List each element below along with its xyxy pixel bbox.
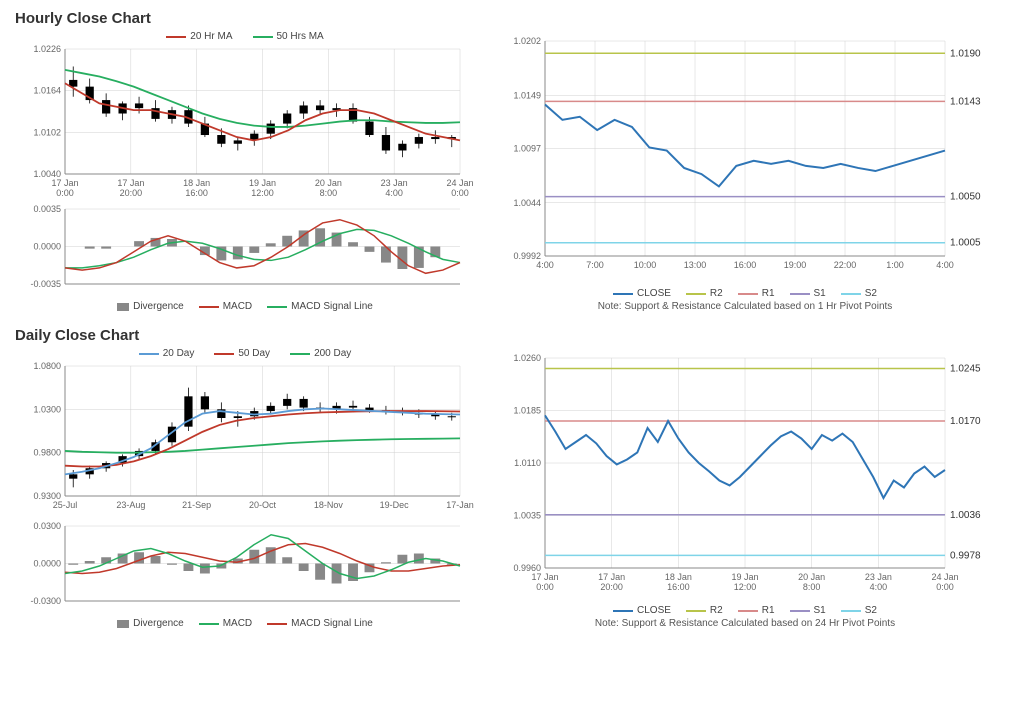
svg-text:1:00: 1:00 (886, 260, 904, 270)
daily-sr-note: Note: Support & Resistance Calculated ba… (495, 618, 995, 629)
svg-text:1.0185: 1.0185 (513, 406, 541, 416)
svg-text:24 Jan: 24 Jan (446, 178, 473, 188)
svg-text:0:00: 0:00 (56, 188, 74, 198)
svg-text:22:00: 22:00 (834, 260, 857, 270)
svg-text:12:00: 12:00 (734, 582, 757, 592)
svg-text:17 Jan: 17 Jan (117, 178, 144, 188)
svg-text:-0.0035: -0.0035 (30, 279, 61, 289)
svg-text:10:00: 10:00 (634, 260, 657, 270)
svg-text:1.0190: 1.0190 (950, 48, 981, 59)
svg-text:1.0044: 1.0044 (513, 198, 541, 208)
svg-text:19-Dec: 19-Dec (380, 500, 410, 510)
svg-text:1.0035: 1.0035 (513, 511, 541, 521)
hourly-macd-chart: -0.0035 0.0000 0.0035 (15, 204, 475, 299)
svg-text:23-Aug: 23-Aug (116, 500, 145, 510)
svg-text:17 Jan: 17 Jan (51, 178, 78, 188)
svg-text:23 Jan: 23 Jan (381, 178, 408, 188)
svg-text:16:00: 16:00 (667, 582, 690, 592)
svg-text:8:00: 8:00 (320, 188, 338, 198)
daily-macd-legend: DivergenceMACDMACD Signal Line (15, 618, 475, 629)
svg-text:1.0005: 1.0005 (950, 238, 981, 249)
svg-text:7:00: 7:00 (586, 260, 604, 270)
svg-text:8:00: 8:00 (803, 582, 821, 592)
svg-text:16:00: 16:00 (734, 260, 757, 270)
svg-text:18-Nov: 18-Nov (314, 500, 344, 510)
daily-main-chart: 0.93000.98001.03001.080025-Jul23-Aug21-S… (15, 361, 475, 521)
svg-text:1.0036: 1.0036 (950, 510, 981, 521)
svg-text:1.0245: 1.0245 (950, 364, 981, 375)
hourly-sr-note: Note: Support & Resistance Calculated ba… (495, 301, 995, 312)
svg-text:1.0143: 1.0143 (950, 96, 981, 107)
hourly-main-legend: 20 Hr MA50 Hrs MA (15, 31, 475, 42)
svg-text:1.0226: 1.0226 (33, 44, 61, 54)
svg-text:18 Jan: 18 Jan (183, 178, 210, 188)
svg-text:4:00: 4:00 (870, 582, 888, 592)
svg-text:1.0110: 1.0110 (514, 458, 541, 468)
svg-text:0.0000: 0.0000 (33, 242, 61, 252)
daily-title: Daily Close Chart (15, 327, 1009, 344)
svg-text:0:00: 0:00 (451, 188, 469, 198)
svg-text:25-Jul: 25-Jul (53, 500, 78, 510)
svg-text:18 Jan: 18 Jan (665, 572, 692, 582)
svg-text:20 Jan: 20 Jan (798, 572, 825, 582)
svg-text:0.0035: 0.0035 (33, 204, 61, 214)
svg-text:0.9978: 0.9978 (950, 550, 981, 561)
svg-text:1.0164: 1.0164 (33, 86, 61, 96)
svg-text:1.0102: 1.0102 (33, 127, 61, 137)
svg-text:0.0300: 0.0300 (33, 521, 61, 531)
svg-text:0.0000: 0.0000 (33, 559, 61, 569)
svg-text:17-Jan: 17-Jan (446, 500, 474, 510)
svg-text:1.0800: 1.0800 (33, 361, 61, 371)
svg-text:12:00: 12:00 (251, 188, 274, 198)
svg-text:17 Jan: 17 Jan (598, 572, 625, 582)
svg-text:0:00: 0:00 (536, 582, 554, 592)
svg-text:4:00: 4:00 (385, 188, 403, 198)
daily-sr-legend: CLOSER2R1S1S2 (495, 605, 995, 616)
svg-text:1.0050: 1.0050 (950, 192, 981, 203)
hourly-sr-chart: 0.99921.00441.00971.01491.02024:007:0010… (495, 31, 995, 286)
hourly-sr-legend: CLOSER2R1S1S2 (495, 288, 995, 299)
daily-row: 20 Day50 Day200 Day 0.93000.98001.03001.… (15, 348, 1009, 629)
svg-text:20 Jan: 20 Jan (315, 178, 342, 188)
svg-text:17 Jan: 17 Jan (531, 572, 558, 582)
svg-text:1.0202: 1.0202 (513, 36, 541, 46)
svg-text:1.0097: 1.0097 (513, 144, 541, 154)
svg-text:0:00: 0:00 (936, 582, 954, 592)
svg-text:13:00: 13:00 (684, 260, 707, 270)
svg-text:20:00: 20:00 (600, 582, 623, 592)
hourly-title: Hourly Close Chart (15, 10, 1009, 27)
svg-text:24 Jan: 24 Jan (931, 572, 958, 582)
daily-main-legend: 20 Day50 Day200 Day (15, 348, 475, 359)
svg-text:19 Jan: 19 Jan (249, 178, 276, 188)
svg-text:19:00: 19:00 (784, 260, 807, 270)
svg-text:0.9800: 0.9800 (33, 448, 61, 458)
svg-text:16:00: 16:00 (185, 188, 208, 198)
daily-sr-chart: 0.99601.00351.01101.01851.026017 Jan0:00… (495, 348, 995, 603)
svg-text:1.0170: 1.0170 (950, 416, 981, 427)
hourly-row: 20 Hr MA50 Hrs MA 1.00401.01021.01641.02… (15, 31, 1009, 312)
svg-text:20:00: 20:00 (120, 188, 143, 198)
hourly-macd-legend: DivergenceMACDMACD Signal Line (15, 301, 475, 312)
svg-text:4:00: 4:00 (936, 260, 954, 270)
hourly-main-chart: 1.00401.01021.01641.022617 Jan0:0017 Jan… (15, 44, 475, 204)
svg-text:20-Oct: 20-Oct (249, 500, 277, 510)
svg-text:23 Jan: 23 Jan (865, 572, 892, 582)
svg-text:21-Sep: 21-Sep (182, 500, 211, 510)
svg-text:1.0300: 1.0300 (33, 404, 61, 414)
svg-text:1.0260: 1.0260 (513, 353, 541, 363)
svg-text:4:00: 4:00 (536, 260, 554, 270)
svg-text:19 Jan: 19 Jan (731, 572, 758, 582)
daily-macd-chart: -0.0300 0.0000 0.0300 (15, 521, 475, 616)
svg-text:-0.0300: -0.0300 (30, 596, 61, 606)
svg-text:1.0149: 1.0149 (513, 90, 541, 100)
